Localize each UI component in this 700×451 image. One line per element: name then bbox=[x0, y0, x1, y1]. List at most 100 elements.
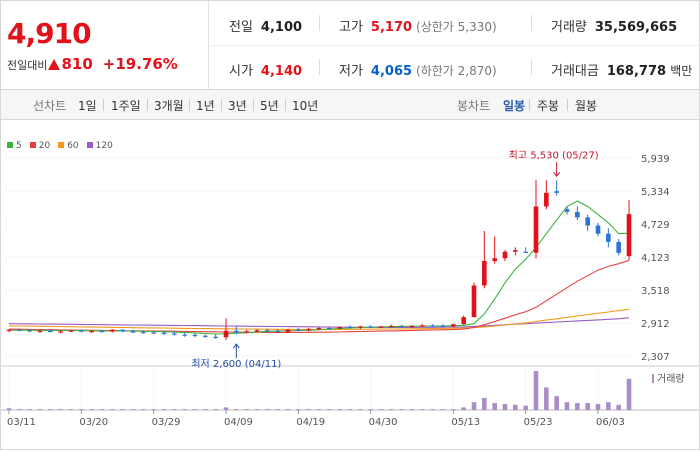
candle-body bbox=[182, 334, 187, 336]
candle-body bbox=[564, 209, 570, 212]
volume-bar bbox=[471, 402, 477, 410]
volume-bar bbox=[544, 387, 549, 410]
tab-daily[interactable]: 일봉 bbox=[503, 99, 526, 113]
y-tick-label: 2,912 bbox=[641, 319, 670, 330]
y-tick-label: 4,123 bbox=[641, 253, 670, 264]
volume-bar bbox=[58, 409, 63, 410]
volume-bar bbox=[110, 409, 115, 410]
candle-body bbox=[265, 330, 270, 332]
candle-body bbox=[430, 325, 435, 327]
volume-bar bbox=[316, 409, 322, 410]
candle-body bbox=[120, 329, 125, 332]
volume-bar bbox=[492, 403, 497, 410]
candle-body bbox=[461, 317, 466, 325]
candle-body bbox=[6, 329, 12, 331]
tab-5y[interactable]: 5년 bbox=[260, 99, 279, 113]
change-row: 전일대비 810 +19.76% bbox=[7, 55, 178, 73]
candle-body bbox=[523, 251, 528, 253]
volume-legend-swatch bbox=[652, 374, 654, 383]
legend-swatch bbox=[58, 142, 65, 148]
ma120-line bbox=[8, 317, 630, 328]
volume-bar bbox=[296, 409, 301, 410]
x-tick-label: 04/09 bbox=[224, 417, 253, 428]
volume-bar bbox=[554, 396, 559, 410]
low-arrow-head bbox=[232, 343, 240, 349]
volume-bar bbox=[409, 409, 415, 410]
candle-body bbox=[471, 285, 477, 318]
candle-body bbox=[544, 192, 549, 207]
candle-body bbox=[161, 332, 167, 334]
candle-body bbox=[358, 326, 363, 328]
change-label: 전일대비 bbox=[7, 59, 48, 72]
ma-legend: 5 20 60 120 bbox=[7, 141, 121, 151]
volume-bar bbox=[37, 409, 43, 410]
volume-bar bbox=[223, 407, 229, 410]
current-price: 4,910 bbox=[7, 17, 92, 50]
legend-swatch bbox=[29, 142, 36, 148]
volume-bar bbox=[306, 409, 311, 410]
quote-header: 4,910 전일대비 810 +19.76% 전일 4,100 고가 5,170 (상한가… bbox=[1, 1, 699, 90]
volume-bar bbox=[399, 409, 404, 410]
volume-bar bbox=[533, 371, 539, 410]
stat-low: 저가 4,065 (하한가 2,870) bbox=[339, 64, 497, 79]
volume-bar bbox=[285, 409, 291, 410]
candle-body bbox=[420, 325, 425, 327]
candle-body bbox=[151, 332, 156, 334]
tab-10y[interactable]: 10년 bbox=[292, 99, 319, 113]
candle-body bbox=[533, 206, 539, 253]
candle-body bbox=[337, 326, 342, 329]
volume-bar bbox=[203, 409, 208, 410]
volume-bar bbox=[451, 409, 456, 410]
legend-swatch bbox=[7, 142, 13, 148]
candle-body bbox=[48, 330, 53, 332]
legend-item: 20 bbox=[29, 141, 50, 151]
tab-1w[interactable]: 1주일 bbox=[111, 99, 141, 113]
candle-body bbox=[347, 326, 353, 329]
volume-bar bbox=[213, 409, 218, 410]
candle-body bbox=[223, 330, 229, 338]
low-annotation: 최저 2,600 (04/11) bbox=[191, 358, 281, 370]
volume-bar bbox=[68, 409, 74, 410]
candlestick-chart: 5,939 5,334 4,729 4,123 3,518 2,912 2,307 03/11… bbox=[1, 149, 699, 428]
candle-body bbox=[17, 329, 22, 331]
period-tabs: 선차트 1일 1주일 3개월 1년 3년 5년 10년 봉차트 일봉 주봉 월봉 bbox=[1, 90, 699, 120]
tab-3m[interactable]: 3개월 bbox=[154, 99, 184, 113]
volume-bar bbox=[244, 409, 249, 410]
legend-label: 120 bbox=[95, 141, 113, 151]
volume-bar bbox=[626, 378, 632, 410]
up-triangle-icon bbox=[48, 59, 61, 70]
volume-bar bbox=[523, 405, 528, 410]
volume-bar bbox=[564, 402, 570, 410]
tab-3y[interactable]: 3년 bbox=[228, 99, 247, 113]
volume-bar bbox=[378, 409, 384, 410]
candle-body bbox=[27, 330, 32, 332]
stat-prev-close: 전일 4,100 bbox=[229, 20, 303, 35]
candle-body bbox=[58, 331, 63, 333]
tab-weekly[interactable]: 주봉 bbox=[537, 99, 560, 113]
tab-monthly[interactable]: 월봉 bbox=[575, 99, 598, 113]
volume-bar bbox=[502, 403, 508, 410]
y-tick-label: 3,518 bbox=[641, 286, 670, 297]
candle-body bbox=[203, 335, 208, 337]
volume-bar bbox=[595, 403, 601, 410]
volume-bar bbox=[120, 409, 125, 410]
candle-body bbox=[296, 329, 301, 331]
divider bbox=[319, 59, 320, 75]
volume-bar bbox=[430, 409, 435, 410]
tab-1d[interactable]: 1일 bbox=[78, 99, 97, 113]
volume-bar bbox=[161, 409, 167, 410]
volume-bar bbox=[440, 409, 446, 410]
candle-body bbox=[606, 233, 611, 242]
candle-body bbox=[99, 331, 105, 333]
volume-bar bbox=[265, 409, 270, 410]
x-tick-label: 05/23 bbox=[524, 417, 553, 428]
candle-body bbox=[399, 325, 404, 328]
tab-1y[interactable]: 1년 bbox=[196, 99, 215, 113]
legend-item: 5 bbox=[7, 141, 22, 151]
volume-bar bbox=[368, 409, 373, 410]
candle-body bbox=[89, 331, 94, 333]
candle-body bbox=[585, 217, 590, 226]
candle-body bbox=[244, 331, 249, 333]
volume-bar bbox=[606, 402, 611, 410]
